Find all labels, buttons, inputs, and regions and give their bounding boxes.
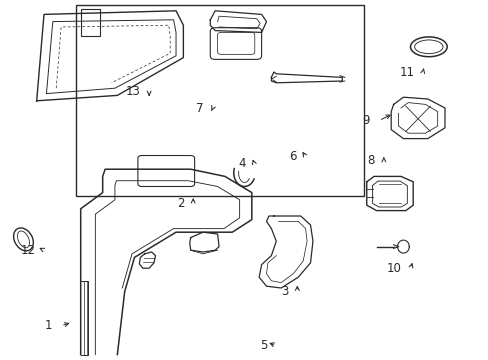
Text: 9: 9 <box>362 114 369 127</box>
Text: 12: 12 <box>20 244 35 257</box>
Text: 11: 11 <box>398 66 413 78</box>
Text: 6: 6 <box>289 150 296 163</box>
Text: 1: 1 <box>45 319 52 332</box>
Text: 13: 13 <box>125 85 140 98</box>
Text: 3: 3 <box>281 285 288 298</box>
Text: 8: 8 <box>367 154 374 167</box>
Text: 10: 10 <box>386 262 401 275</box>
Bar <box>81 9 100 36</box>
Text: 7: 7 <box>196 102 203 114</box>
Text: 4: 4 <box>238 157 245 170</box>
Bar <box>76 5 364 196</box>
Text: 5: 5 <box>260 339 267 352</box>
Text: 2: 2 <box>177 197 184 210</box>
